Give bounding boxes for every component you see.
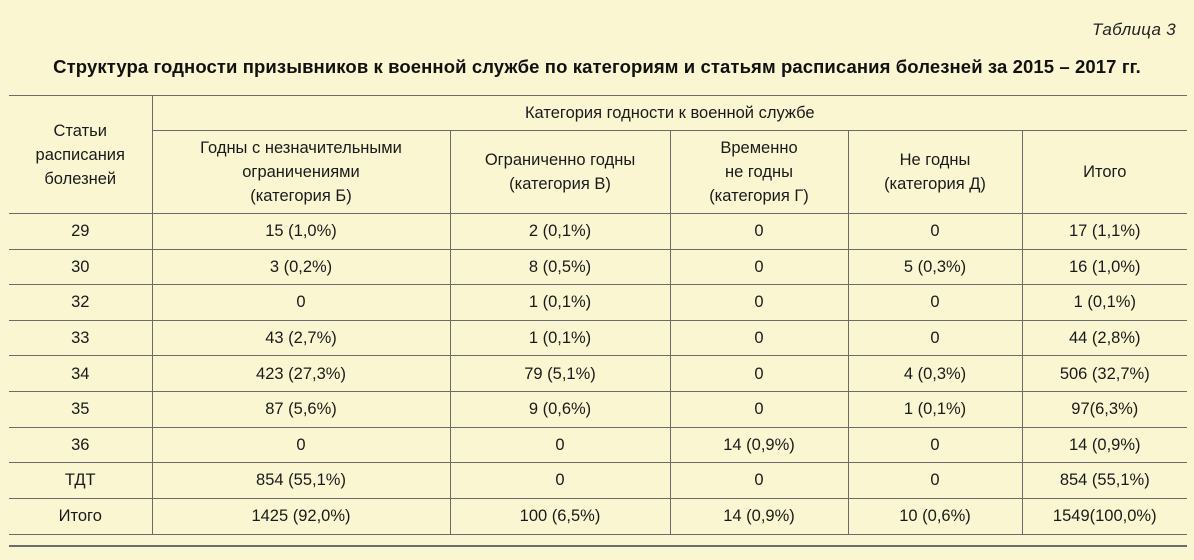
table-cell: 0 xyxy=(151,426,451,464)
row-label: 34 xyxy=(9,355,153,392)
table-cell: 44 (2,8%) xyxy=(1021,319,1188,357)
table-cell: 0 xyxy=(449,462,671,499)
column-header-category-b: Годны с незначительными ограничениями (к… xyxy=(152,130,451,214)
table-row: 29 15 (1,0%) 2 (0,1%) 0 0 17 (1,1%) xyxy=(9,213,1188,250)
table-cell: 1 (0,1%) xyxy=(449,319,671,357)
table-title: Структура годности призывников к военной… xyxy=(53,56,1141,77)
table-bottom-rule xyxy=(9,545,1187,547)
table-cell: 1425 (92,0%) xyxy=(151,497,451,535)
table-cell: 854 (55,1%) xyxy=(1021,462,1188,499)
table-cell: 506 (32,7%) xyxy=(1021,355,1188,392)
table-cell: 0 xyxy=(847,213,1023,250)
table-cell: 2 (0,1%) xyxy=(449,213,671,250)
table-cell: 854 (55,1%) xyxy=(151,462,451,499)
row-label: Итого xyxy=(9,497,153,535)
table-cell: 87 (5,6%) xyxy=(151,390,451,428)
row-header-disease-articles: Статьи расписания болезней xyxy=(9,95,153,214)
table-cell: 423 (27,3%) xyxy=(151,355,451,392)
table-row: 33 43 (2,7%) 1 (0,1%) 0 0 44 (2,8%) xyxy=(9,319,1188,357)
table-row: 36 0 0 14 (0,9%) 0 14 (0,9%) xyxy=(9,426,1188,464)
column-header-category-v: Ограниченно годны (категория В) xyxy=(449,130,671,214)
table-cell: 0 xyxy=(669,390,849,428)
row-label: ТДТ xyxy=(9,462,153,499)
table-cell: 0 xyxy=(847,319,1023,357)
row-label: 32 xyxy=(9,284,153,321)
table-cell: 1 (0,1%) xyxy=(847,390,1023,428)
row-label: 36 xyxy=(9,426,153,464)
table-cell: 0 xyxy=(669,284,849,321)
table-cell: 14 (0,9%) xyxy=(1021,426,1188,464)
table-row: ТДТ 854 (55,1%) 0 0 0 854 (55,1%) xyxy=(9,462,1188,499)
table-row: 30 3 (0,2%) 8 (0,5%) 0 5 (0,3%) 16 (1,0%… xyxy=(9,248,1188,286)
table-cell: 0 xyxy=(847,426,1023,464)
table-row: 34 423 (27,3%) 79 (5,1%) 0 4 (0,3%) 506 … xyxy=(9,355,1188,392)
table-caption: Таблица 3 xyxy=(1092,20,1176,39)
table-cell: 17 (1,1%) xyxy=(1021,213,1188,250)
table-cell: 97(6,3%) xyxy=(1021,390,1188,428)
table-cell: 0 xyxy=(151,284,451,321)
table-cell: 9 (0,6%) xyxy=(449,390,671,428)
table-cell: 15 (1,0%) xyxy=(151,213,451,250)
column-header-category-g: Временно не годны (категория Г) xyxy=(669,130,849,214)
column-header-total: Итого xyxy=(1021,130,1188,214)
table-cell: 1549(100,0%) xyxy=(1021,497,1188,535)
table-row: 35 87 (5,6%) 9 (0,6%) 0 1 (0,1%) 97(6,3%… xyxy=(9,390,1188,428)
table-cell: 5 (0,3%) xyxy=(847,248,1023,286)
table-cell: 0 xyxy=(449,426,671,464)
table-cell: 0 xyxy=(669,355,849,392)
table-cell: 43 (2,7%) xyxy=(151,319,451,357)
table-cell: 14 (0,9%) xyxy=(669,426,849,464)
table-cell: 10 (0,6%) xyxy=(847,497,1023,535)
row-label: 29 xyxy=(9,213,153,250)
table-cell: 1 (0,1%) xyxy=(449,284,671,321)
table-cell: 16 (1,0%) xyxy=(1021,248,1188,286)
table-cell: 3 (0,2%) xyxy=(151,248,451,286)
table-cell: 0 xyxy=(847,462,1023,499)
table-cell: 79 (5,1%) xyxy=(449,355,671,392)
table-cell: 0 xyxy=(847,284,1023,321)
table-cell: 100 (6,5%) xyxy=(449,497,671,535)
row-label: 30 xyxy=(9,248,153,286)
fitness-table: Статьи расписания болезней Категория год… xyxy=(9,95,1188,535)
table-row: 32 0 1 (0,1%) 0 0 1 (0,1%) xyxy=(9,284,1188,321)
row-label: 35 xyxy=(9,390,153,428)
table-cell: 0 xyxy=(669,248,849,286)
table-cell: 0 xyxy=(669,462,849,499)
table-row-total: Итого 1425 (92,0%) 100 (6,5%) 14 (0,9%) … xyxy=(9,497,1188,535)
column-header-category-d: Не годны (категория Д) xyxy=(847,130,1023,214)
table-cell: 4 (0,3%) xyxy=(847,355,1023,392)
table-cell: 1 (0,1%) xyxy=(1021,284,1188,321)
group-header-fitness-category: Категория годности к военной службе xyxy=(151,95,1188,131)
row-label: 33 xyxy=(9,319,153,357)
table-cell: 0 xyxy=(669,213,849,250)
table-cell: 0 xyxy=(669,319,849,357)
table-cell: 8 (0,5%) xyxy=(449,248,671,286)
table-cell: 14 (0,9%) xyxy=(669,497,849,535)
